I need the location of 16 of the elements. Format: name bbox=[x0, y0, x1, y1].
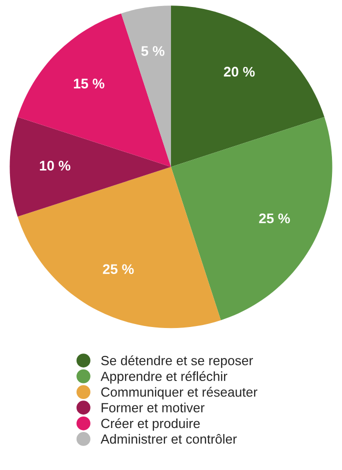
data-label: 5 % bbox=[141, 46, 164, 56]
legend-label: Administrer et contrôler bbox=[100, 434, 237, 444]
data-label: 20 % bbox=[224, 66, 255, 77]
data-label: 15 % bbox=[74, 78, 104, 88]
pie-slice bbox=[171, 117, 332, 320]
legend-label: Former et motiver bbox=[102, 402, 204, 412]
legend-label: Apprendre et réfléchir bbox=[100, 371, 228, 384]
legend-label: Communiquer et réseauter bbox=[101, 386, 258, 400]
pie-slice bbox=[10, 117, 171, 217]
legend-label: Se détendre et se reposer bbox=[101, 355, 253, 368]
data-label: 25 % bbox=[259, 213, 290, 224]
data-label: 25 % bbox=[102, 264, 134, 274]
data-label: 10 % bbox=[40, 160, 70, 171]
pie-slice bbox=[121, 6, 171, 167]
legend-label: Créer et produire bbox=[101, 418, 200, 431]
pie-slice bbox=[171, 6, 324, 167]
